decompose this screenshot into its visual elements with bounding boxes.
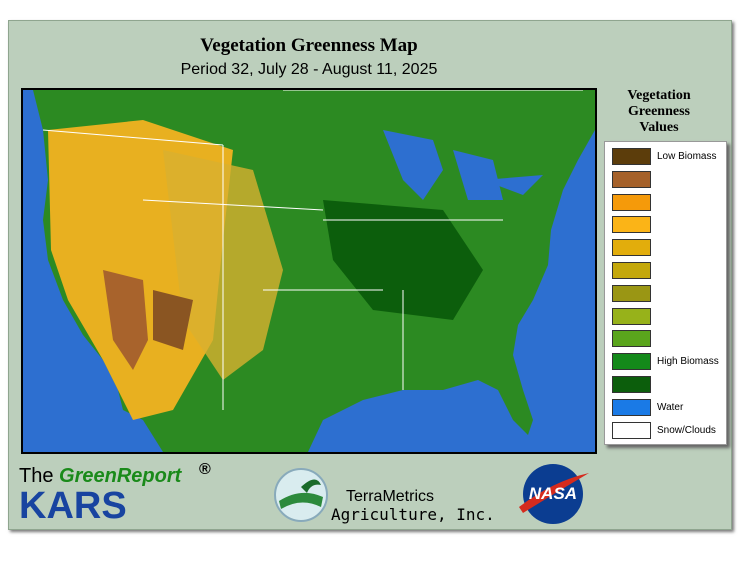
- legend-swatch: [612, 193, 651, 211]
- nasa-text: NASA: [529, 484, 577, 503]
- legend-swatch: [612, 330, 651, 348]
- kars-logo: KARS: [19, 485, 127, 527]
- legend-swatch: [612, 376, 651, 393]
- map-image: [21, 88, 597, 454]
- map-title: Vegetation Greenness Map: [200, 35, 418, 56]
- logo-text: The: [19, 465, 54, 487]
- legend-swatch: [612, 216, 651, 234]
- legend-swatch: [612, 239, 651, 257]
- logo-text: GreenReport: [59, 465, 182, 487]
- terrametrics-name: TerraMetrics: [346, 488, 435, 505]
- legend-swatch: [612, 284, 651, 302]
- map-subtitle: Period 32, July 28 - August 11, 2025: [180, 61, 438, 78]
- legend: Low Biomass High Biomass Water Snow/Clouds: [604, 141, 727, 445]
- registered-mark: ®: [199, 461, 211, 478]
- legend-swatch: [612, 307, 651, 325]
- panel: Vegetation Greenness Map Period 32, July…: [8, 20, 732, 530]
- legend-title: Vegetation Greenness Values: [627, 88, 691, 135]
- legend-label: Water: [657, 401, 684, 413]
- greenreport-logo: The GreenReport: [19, 465, 181, 488]
- legend-swatch: [612, 398, 651, 416]
- terrametrics-icon: [274, 468, 328, 522]
- terrametrics-sub: Agriculture, Inc.: [331, 505, 495, 524]
- legend-label: High Biomass: [657, 356, 719, 368]
- nasa-logo: NASA: [519, 464, 589, 524]
- legend-swatch: [612, 148, 651, 165]
- legend-label: Snow/Clouds: [657, 424, 716, 436]
- legend-swatch: [612, 262, 651, 279]
- legend-swatch: [612, 170, 651, 188]
- legend-label: Low Biomass: [657, 151, 717, 162]
- legend-swatch: [612, 421, 651, 439]
- legend-swatch: [612, 353, 651, 371]
